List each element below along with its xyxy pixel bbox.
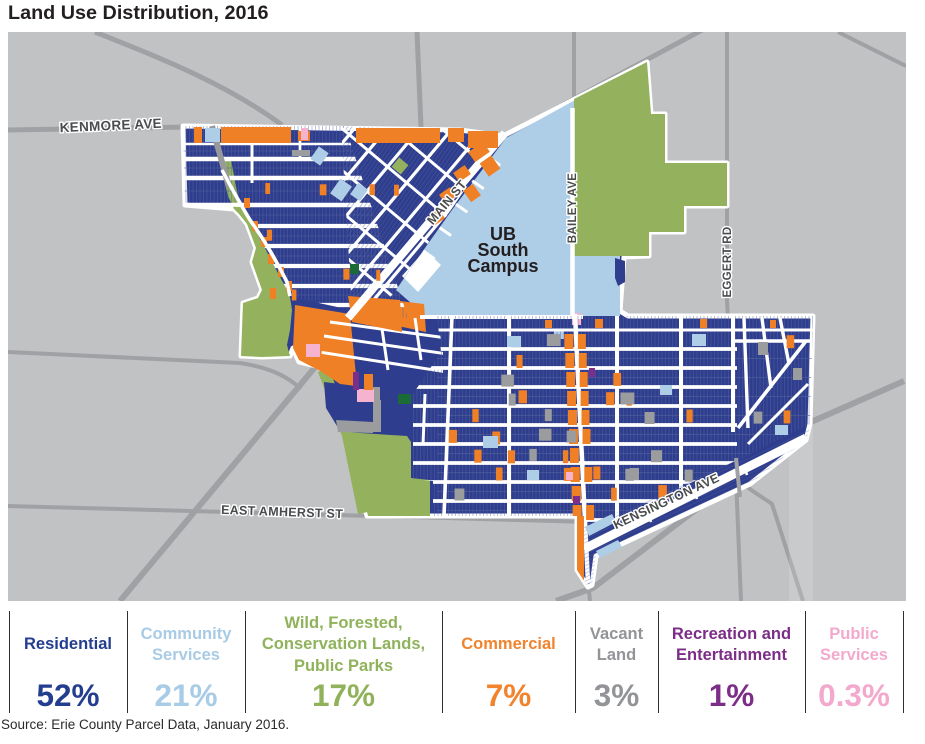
svg-text:KENMORE AVE: KENMORE AVE — [59, 116, 162, 135]
svg-text:South: South — [478, 240, 529, 260]
svg-text:UB: UB — [490, 224, 516, 244]
svg-text:EAST AMHERST ST: EAST AMHERST ST — [221, 503, 344, 521]
svg-text:EGGERT RD: EGGERT RD — [722, 226, 734, 297]
svg-text:BAILEY AVE: BAILEY AVE — [567, 173, 579, 244]
svg-text:Campus: Campus — [467, 256, 538, 276]
